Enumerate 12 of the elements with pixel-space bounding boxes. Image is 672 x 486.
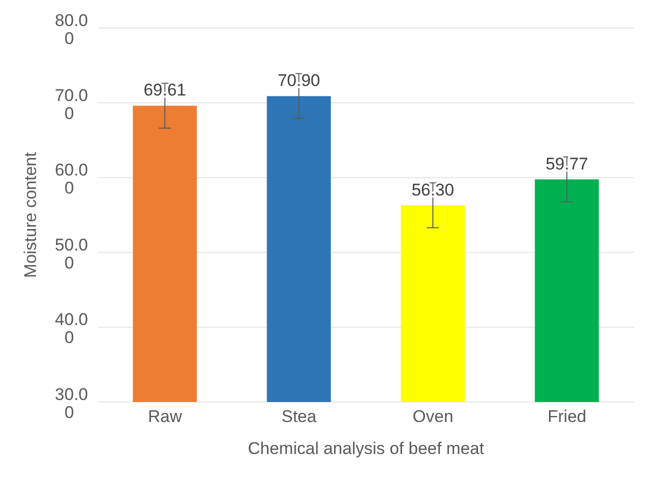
y-tick-label: 50.00 [54,235,88,272]
y-tick-label: 80.00 [54,11,88,48]
x-tick-label: Oven [412,407,454,426]
y-axis-title: Moisture content [21,152,40,278]
y-tick-label: 30.00 [54,385,88,422]
y-tick-label: 40.00 [54,310,88,348]
y-tick-label: 60.00 [54,160,88,198]
x-tick-label: Raw [148,407,183,426]
y-tick-label: 70.00 [54,86,88,123]
x-tick-label: Fried [548,407,586,426]
x-axis-title: Chemical analysis of beef meat [248,439,484,458]
x-tick-label: Stea [282,407,318,426]
